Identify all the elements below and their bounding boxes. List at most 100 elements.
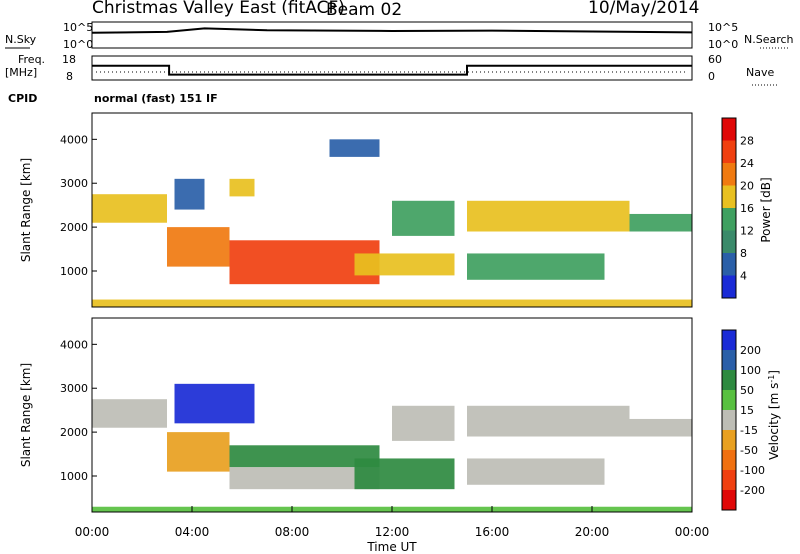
- beam-label: Beam 02: [326, 0, 403, 20]
- velocity-region-3: [229, 445, 380, 468]
- velocity-colorbar-swatch-4: [722, 410, 736, 430]
- velocity-colorbar-tick-4: -15: [740, 424, 758, 437]
- power-region-8: [467, 200, 630, 232]
- power-region-11: [92, 299, 692, 307]
- velocity-colorbar-tick-5: -50: [740, 444, 758, 457]
- velocity-colorbar-tick-0: 200: [740, 344, 761, 357]
- power-ytick-label-1: 2000: [60, 221, 88, 234]
- noise-panel: N.Sky N.Search 10^5 10^0 10^5 10^0: [5, 21, 794, 51]
- time-axis-label: Time UT: [366, 540, 417, 554]
- velocity-panel: 1000 2000 3000 4000 Slant Range [km]: [19, 317, 693, 513]
- power-ylabel: Slant Range [km]: [19, 158, 33, 262]
- power-region-1: [167, 227, 230, 267]
- velocity-region-5: [354, 458, 455, 490]
- time-tick-label-6: 00:00: [675, 525, 710, 539]
- power-colorbar-tick-1: 8: [740, 247, 747, 260]
- power-colorbar: 4 8 12 16 20 24 28: [721, 117, 754, 299]
- velocity-region-8: [467, 458, 605, 485]
- freq-label: Freq.: [18, 53, 45, 66]
- frequency-line: [92, 64, 692, 76]
- power-ytick-label-0: 1000: [60, 265, 88, 278]
- velocity-y-ticks: 1000 2000 3000 4000: [60, 338, 97, 483]
- power-colorbar-swatch-7: [722, 118, 736, 141]
- velocity-ylabel: Slant Range [km]: [19, 363, 33, 467]
- velocity-colorbar-tick-3: 15: [740, 404, 754, 417]
- freq-tick-18: 18: [62, 53, 76, 66]
- power-colorbar-tick-4: 20: [740, 180, 754, 193]
- nsearch-label: N.Search: [744, 33, 794, 46]
- power-region-4: [229, 178, 255, 197]
- nave-label: Nave: [746, 66, 774, 79]
- velocity-colorbar-swatch-2: [722, 370, 736, 390]
- nave-tick-60: 60: [708, 53, 722, 66]
- noise-tick-bottom-left: 10^0: [63, 38, 93, 51]
- time-tick-label-4: 16:00: [475, 525, 510, 539]
- noise-tick-top-right: 10^5: [708, 21, 738, 34]
- velocity-colorbar-tick-6: -100: [740, 464, 765, 477]
- mode-label: normal (fast) 151 IF: [94, 92, 218, 105]
- velocity-region-1: [167, 432, 230, 472]
- power-ytick-label-2: 3000: [60, 177, 88, 190]
- velocity-colorbar-tick-2: 50: [740, 384, 754, 397]
- power-colorbar-tick-0: 4: [740, 270, 747, 283]
- power-region-0: [92, 194, 167, 223]
- power-colorbar-swatch-0: [722, 275, 736, 298]
- velocity-colorbar-swatch-6: [722, 450, 736, 470]
- velocity-ytick-label-1: 2000: [60, 426, 88, 439]
- velocity-ytick-label-0: 1000: [60, 470, 88, 483]
- velocity-colorbar-swatch-7: [722, 470, 736, 490]
- cpid-label: CPID: [8, 92, 37, 105]
- time-tick-label-3: 12:00: [375, 525, 410, 539]
- nave-tick-0: 0: [708, 70, 715, 83]
- nsky-label: N.Sky: [5, 33, 37, 46]
- power-ytick-label-3: 4000: [60, 133, 88, 146]
- noise-tick-top-left: 10^5: [63, 21, 93, 34]
- power-colorbar-tick-3: 16: [740, 202, 754, 215]
- power-colorbar-tick-6: 28: [740, 135, 754, 148]
- power-region-10: [629, 213, 692, 232]
- time-tick-label-5: 20:00: [575, 525, 610, 539]
- time-tick-label-1: 04:00: [175, 525, 210, 539]
- time-axis-ticks: 00:00 04:00 08:00 12:00 16:00 20:00 00:00: [75, 506, 710, 539]
- velocity-colorbar-swatch-1: [722, 350, 736, 370]
- power-region-9: [467, 253, 605, 280]
- power-colorbar-swatch-4: [722, 185, 736, 208]
- power-cells: [92, 139, 692, 307]
- velocity-region-2: [174, 383, 255, 424]
- velocity-region-9: [629, 418, 692, 437]
- velocity-colorbar-tick-1: 100: [740, 364, 761, 377]
- power-region-5: [329, 139, 380, 157]
- power-region-2: [174, 178, 205, 210]
- velocity-ytick-label-2: 3000: [60, 382, 88, 395]
- noise-line: [91, 27, 693, 34]
- velocity-colorbar-swatch-0: [722, 330, 736, 350]
- power-colorbar-swatch-2: [722, 230, 736, 253]
- station-title: Christmas Valley East (fitACF): [92, 0, 345, 18]
- power-colorbar-tick-2: 12: [740, 225, 754, 238]
- velocity-region-0: [92, 399, 167, 428]
- velocity-colorbar: 200 100 50 15 -15 -50 -100 -200: [721, 329, 765, 511]
- power-colorbar-swatch-3: [722, 208, 736, 231]
- frequency-panel: Freq. [MHz] Nave 18 8 60 0: [5, 53, 778, 86]
- velocity-region-6: [392, 405, 455, 441]
- power-y-ticks: 1000 2000 3000 4000: [60, 133, 97, 278]
- freq-unit-label: [MHz]: [5, 66, 37, 79]
- time-tick-label-2: 08:00: [275, 525, 310, 539]
- power-colorbar-swatch-5: [722, 163, 736, 186]
- velocity-region-4: [229, 467, 380, 490]
- velocity-colorbar-tick-7: -200: [740, 484, 765, 497]
- velocity-colorbar-swatch-3: [722, 390, 736, 410]
- power-region-6: [354, 253, 455, 276]
- power-colorbar-swatch-1: [722, 253, 736, 276]
- velocity-colorbar-label: Velocity [m s-1]: [767, 370, 781, 460]
- power-colorbar-tick-5: 24: [740, 157, 754, 170]
- velocity-colorbar-swatch-8: [722, 490, 736, 510]
- time-tick-label-0: 00:00: [75, 525, 110, 539]
- velocity-region-7: [467, 405, 630, 437]
- power-panel: 1000 2000 3000 4000 Slant Range [km]: [19, 112, 693, 308]
- date-label: 10/May/2014: [588, 0, 700, 18]
- velocity-ytick-label-3: 4000: [60, 338, 88, 351]
- freq-tick-8: 8: [66, 70, 73, 83]
- power-colorbar-swatch-6: [722, 140, 736, 163]
